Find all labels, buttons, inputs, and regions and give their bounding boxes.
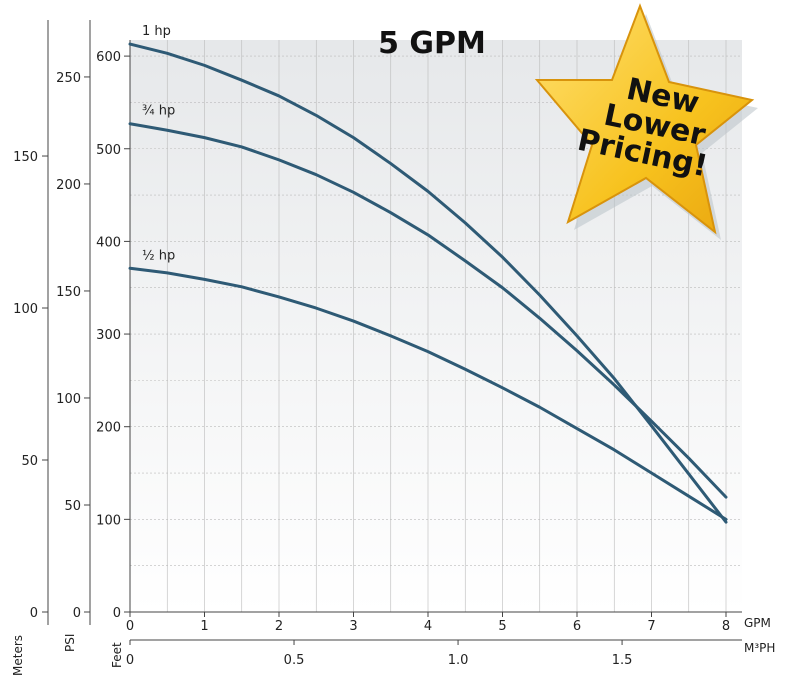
- m3ph-tick-label: 0.5: [284, 653, 305, 668]
- feet-tick-label: 200: [96, 421, 121, 436]
- gpm-tick-label: 3: [349, 619, 357, 634]
- gpm-tick-label: 2: [275, 619, 283, 634]
- curve-2: [128, 266, 728, 521]
- psi-tick-label: 150: [56, 285, 81, 300]
- pump-curves: [128, 42, 728, 524]
- feet-tick-label: 500: [96, 143, 121, 158]
- chart-title: 5 GPM: [378, 26, 486, 61]
- meters-tick-labels: 0 50 100 150: [13, 150, 48, 621]
- meters-tick-label: 100: [13, 302, 38, 317]
- feet-tick-labels: 0 100 200 300 400 500 600: [96, 50, 130, 621]
- psi-tick-label: 0: [73, 606, 81, 621]
- m3ph-tick-labels: 0 0.5 1.0 1.5: [126, 640, 633, 668]
- curve-labels: 1 hp ¾ hp ½ hp: [142, 24, 175, 263]
- feet-tick-label: 100: [96, 513, 121, 528]
- star-icon: [534, 3, 755, 235]
- m3ph-axis-label: M³PH: [744, 641, 775, 655]
- m3ph-tick-label: 1.5: [612, 653, 633, 668]
- psi-tick-label: 250: [56, 71, 81, 86]
- psi-tick-label: 100: [56, 392, 81, 407]
- gpm-tick-label: 0: [126, 619, 134, 634]
- feet-tick-label: 0: [113, 606, 121, 621]
- curve-1: [128, 122, 728, 499]
- gpm-tick-label: 6: [573, 619, 581, 634]
- feet-tick-label: 300: [96, 328, 121, 343]
- gpm-tick-label: 1: [200, 619, 208, 634]
- curve-label-0: 1 hp: [142, 24, 171, 39]
- meters-tick-label: 50: [21, 454, 38, 469]
- psi-tick-label: 200: [56, 178, 81, 193]
- meters-tick-label: 0: [30, 606, 38, 621]
- curve-0: [128, 42, 728, 524]
- psi-tick-label: 50: [64, 499, 81, 514]
- feet-tick-label: 400: [96, 235, 121, 250]
- psi-axis-label: PSI: [63, 634, 77, 652]
- gpm-tick-label: 5: [498, 619, 506, 634]
- pricing-star-badge: New Lower Pricing!: [534, 3, 758, 240]
- m3ph-tick-label: 0: [126, 653, 134, 668]
- gpm-tick-label: 4: [424, 619, 432, 634]
- m3ph-tick-label: 1.0: [448, 653, 469, 668]
- gpm-axis-label: GPM: [744, 616, 771, 630]
- feet-axis-label: Feet: [110, 642, 124, 668]
- psi-tick-labels: 0 50 100 150 200 250: [56, 71, 90, 621]
- meters-axis-label: Meters: [11, 635, 25, 676]
- gpm-tick-label: 7: [647, 619, 655, 634]
- curve-label-2: ½ hp: [142, 248, 175, 263]
- curve-label-1: ¾ hp: [142, 104, 175, 119]
- feet-tick-label: 600: [96, 50, 121, 65]
- meters-tick-label: 150: [13, 150, 38, 165]
- gpm-tick-label: 8: [722, 619, 730, 634]
- gpm-tick-labels: 0 1 2 3 4 5 6 7 8: [126, 612, 730, 634]
